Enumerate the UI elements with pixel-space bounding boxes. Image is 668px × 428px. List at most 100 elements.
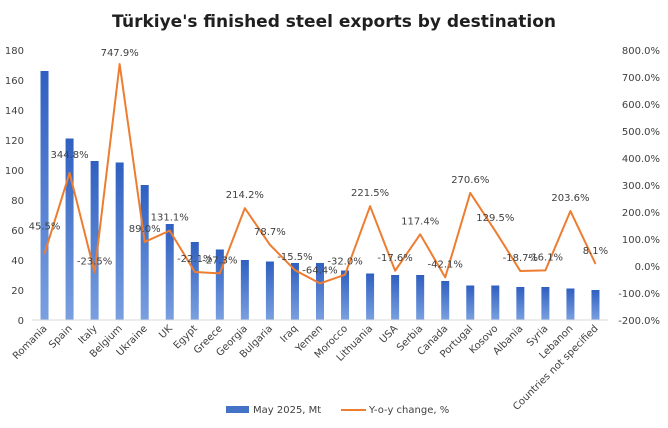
x-tick-label: UK xyxy=(157,323,175,341)
yoy-data-label: 129.5% xyxy=(476,213,514,224)
yoy-point xyxy=(344,274,346,276)
data-labels-layer: 45.5% 344.8% -23.5% 747.9% 89.0%131.1% -22.1%… xyxy=(29,48,609,276)
yoy-data-label: -27.3% xyxy=(202,255,237,266)
chart-title: Türkiye's finished steel exports by dest… xyxy=(112,12,556,32)
y-left-tick-label: 0 xyxy=(18,316,24,327)
y-right-tick-label: 0.0% xyxy=(635,262,660,273)
bar-syria xyxy=(541,287,550,320)
yoy-point xyxy=(169,230,171,232)
bar-greece xyxy=(215,249,224,320)
y-left-tick-label: 160 xyxy=(5,76,24,87)
yoy-data-label: 214.2% xyxy=(226,190,264,201)
yoy-point xyxy=(519,270,521,272)
bar-georgia xyxy=(240,260,249,320)
yoy-data-label: 270.6% xyxy=(451,175,489,186)
yoy-point xyxy=(244,207,246,209)
bar-canada xyxy=(441,281,450,320)
bar-italy xyxy=(90,161,99,320)
x-tick-label: Spain xyxy=(47,323,75,351)
yoy-point xyxy=(569,210,571,212)
yoy-data-label: 78.7% xyxy=(254,227,286,238)
y-right-tick-label: 800.0% xyxy=(622,46,660,57)
y-left-tick-label: 20 xyxy=(11,286,24,297)
bar-morocco xyxy=(341,270,350,320)
legend-bar-label: May 2025, Mt xyxy=(253,405,321,416)
x-tick-label: Romania xyxy=(11,323,50,362)
bars-layer xyxy=(40,71,600,320)
yoy-point xyxy=(44,253,46,255)
yoy-point xyxy=(469,192,471,194)
yoy-data-label: -64.4% xyxy=(302,265,337,276)
yoy-data-label: -17.6% xyxy=(377,253,412,264)
y-left-tick-label: 100 xyxy=(5,166,24,177)
bar-romania xyxy=(40,71,49,320)
y-right-tick-label: 400.0% xyxy=(622,154,660,165)
yoy-point xyxy=(219,272,221,274)
y-left-tick-label: 140 xyxy=(5,106,24,117)
bar-lebanon xyxy=(566,288,575,320)
y-right-tick-label: 300.0% xyxy=(622,181,660,192)
y-left-tick-label: 180 xyxy=(5,46,24,57)
bar-albania xyxy=(516,287,525,320)
bar-portugal xyxy=(466,285,475,320)
y-axis-right: -200.0% -100.0% 0.0% 100.0% 200.0% 300.0% 400.… xyxy=(618,46,660,327)
yoy-data-label: -32.0% xyxy=(327,257,362,268)
yoy-point xyxy=(319,282,321,284)
bar-kosovo xyxy=(491,285,500,320)
yoy-point xyxy=(94,271,96,273)
bar-yemen xyxy=(316,263,324,320)
legend-line-label: Y-o-y change, % xyxy=(368,405,449,416)
y-right-tick-label: 100.0% xyxy=(622,235,660,246)
yoy-data-label: -23.5% xyxy=(77,256,112,267)
bar-usa xyxy=(391,275,400,320)
yoy-data-label: -22.1% xyxy=(177,254,212,265)
yoy-change-line xyxy=(43,63,597,285)
bar-spain xyxy=(65,138,74,320)
y-right-tick-label: 700.0% xyxy=(622,73,660,84)
x-tick-label: USA xyxy=(378,323,401,346)
bar-lithuania xyxy=(366,273,375,320)
yoy-data-label: 117.4% xyxy=(401,216,439,227)
yoy-data-label: 131.1% xyxy=(151,213,189,224)
y-right-tick-label: 200.0% xyxy=(622,208,660,219)
bar-uk xyxy=(165,224,174,320)
y-left-tick-label: 40 xyxy=(11,256,24,267)
y-right-tick-label: 600.0% xyxy=(622,100,660,111)
yoy-data-label: -42.1% xyxy=(428,259,463,270)
bar-belgium xyxy=(115,162,124,320)
yoy-point xyxy=(194,271,196,273)
yoy-data-label: 221.5% xyxy=(351,188,389,199)
yoy-point xyxy=(119,63,121,65)
yoy-point xyxy=(394,270,396,272)
x-tick-label: Iraq xyxy=(278,323,300,345)
yoy-point xyxy=(69,172,71,174)
yoy-point xyxy=(294,269,296,271)
yoy-data-label: 747.9% xyxy=(101,48,139,59)
yoy-data-label: 344.8% xyxy=(50,150,88,161)
bar-egypt xyxy=(190,242,199,320)
yoy-data-label: -18.7% xyxy=(503,253,538,264)
yoy-point xyxy=(144,241,146,243)
y-right-tick-label: -200.0% xyxy=(618,316,660,327)
yoy-data-label: 45.5% xyxy=(29,222,61,233)
y-axis-left: 0 20 40 60 80 100 120 140 160 180 xyxy=(5,46,24,327)
yoy-data-label: 8.1% xyxy=(583,246,608,257)
yoy-data-label: -16.1% xyxy=(528,252,563,263)
y-left-tick-label: 80 xyxy=(11,196,24,207)
bar-bulgaria xyxy=(265,261,274,320)
bar-iraq xyxy=(290,263,299,320)
yoy-data-label: -15.5% xyxy=(277,252,312,263)
yoy-point xyxy=(369,205,371,207)
yoy-point xyxy=(444,276,446,278)
legend: May 2025, Mt Y-o-y change, % xyxy=(226,405,449,416)
yoy-point xyxy=(269,244,271,246)
bar-countries-not-specified xyxy=(591,290,600,320)
yoy-point xyxy=(594,263,596,265)
yoy-point xyxy=(494,230,496,232)
yoy-data-label: 89.0% xyxy=(129,224,161,235)
legend-bar-swatch xyxy=(226,406,249,413)
bar-serbia xyxy=(416,275,425,320)
